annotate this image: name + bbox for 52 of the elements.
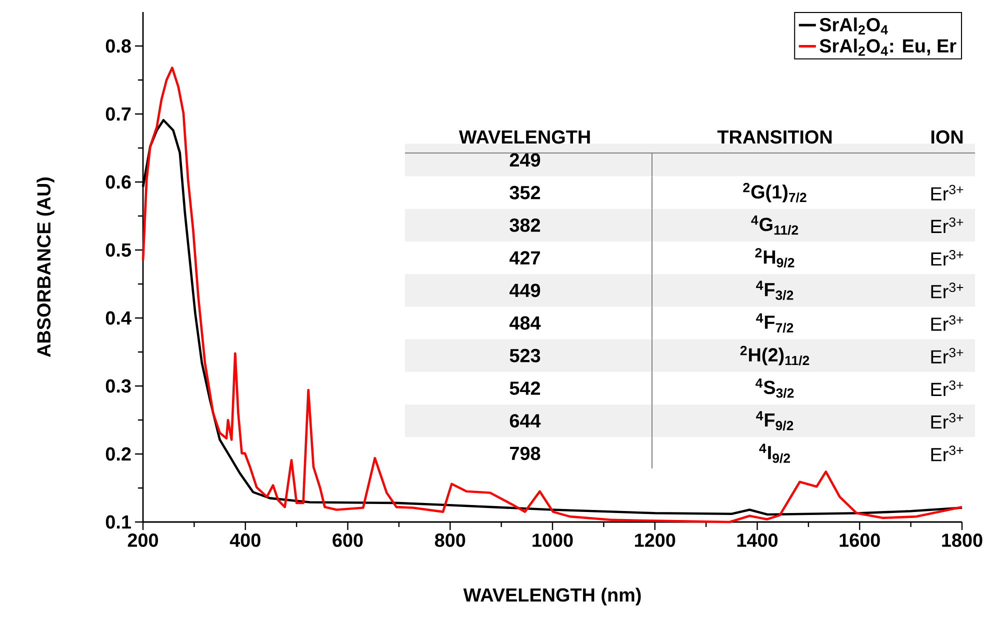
annotation: Er$^{3+}$ xyxy=(931,380,964,396)
annotation: 382 xyxy=(510,218,540,232)
annotation: $^{4}$F$_{3/2}$ xyxy=(756,280,794,300)
legend-label: SrAl$_{2}$O$_{4}$: Eu, Er xyxy=(820,38,956,56)
x-tick-label: 200 xyxy=(128,534,158,547)
annotation: 644 xyxy=(510,414,541,428)
annotation: $^{4}$I$_{9/2}$ xyxy=(759,444,790,464)
x-tick-label: 600 xyxy=(332,534,363,547)
y-tick-label: 0.7 xyxy=(106,107,131,121)
x-tick-label: 1000 xyxy=(532,534,573,547)
annotation: 484 xyxy=(509,316,541,330)
annotation: $^{4}$F$_{9/2}$ xyxy=(756,411,794,430)
annotation: 542 xyxy=(510,381,540,395)
x-tick-label: 1600 xyxy=(840,534,880,547)
annotation: $^{4}$F$_{7/2}$ xyxy=(756,313,794,333)
annotation: $^{4}$S$_{3/2}$ xyxy=(756,378,794,398)
annotation: 798 xyxy=(510,446,540,460)
annotation: Er$^{3+}$ xyxy=(931,348,964,364)
x-tick-label: 400 xyxy=(230,534,260,547)
y-axis-title: ABSORBANCE (AU) xyxy=(36,178,54,357)
x-tick-label: 1800 xyxy=(942,534,982,547)
y-tick-label: 0.5 xyxy=(106,243,131,257)
annotation: $^{2}$H(2)$_{11/2}$ xyxy=(740,346,810,366)
annotation: TRANSITION xyxy=(717,130,832,144)
y-tick-label: 0.2 xyxy=(106,447,131,461)
annotation: Er$^{3+}$ xyxy=(931,315,964,331)
legend-label: SrAl$_{2}$O$_{4}$ xyxy=(820,17,888,35)
annotation: 523 xyxy=(510,348,540,362)
annotation: $^{4}$G$_{11/2}$ xyxy=(751,216,798,235)
y-tick-label: 0.1 xyxy=(106,515,131,529)
annotation: Er$^{3+}$ xyxy=(931,217,964,233)
x-tick-label: 1200 xyxy=(635,534,676,547)
annotation: Er$^{3+}$ xyxy=(931,282,964,298)
annotation: Er$^{3+}$ xyxy=(931,250,964,266)
y-tick-label: 0.8 xyxy=(106,39,131,53)
annotation: Er$^{3+}$ xyxy=(931,413,964,429)
x-tick-label: 800 xyxy=(434,534,466,547)
y-tick-label: 0.3 xyxy=(106,379,131,393)
annotation: $^{2}$G(1)$_{7/2}$ xyxy=(743,182,806,202)
x-axis-title: WAVELENGTH (nm) xyxy=(463,588,641,606)
annotation: Er$^{3+}$ xyxy=(931,446,964,462)
annotation: 449 xyxy=(509,284,540,298)
annotation: 427 xyxy=(509,251,540,264)
annotation: 249 xyxy=(510,153,540,167)
annotation: $^{2}$H$_{9/2}$ xyxy=(755,248,794,268)
annotation: WAVELENGTH xyxy=(458,130,590,144)
annotation: Er$^{3+}$ xyxy=(931,184,964,200)
y-tick-label: 0.6 xyxy=(106,175,131,189)
annotation: 352 xyxy=(510,186,540,200)
y-tick-label: 0.4 xyxy=(106,311,132,325)
annotation: ION xyxy=(931,130,963,144)
x-tick-label: 1400 xyxy=(737,534,778,547)
